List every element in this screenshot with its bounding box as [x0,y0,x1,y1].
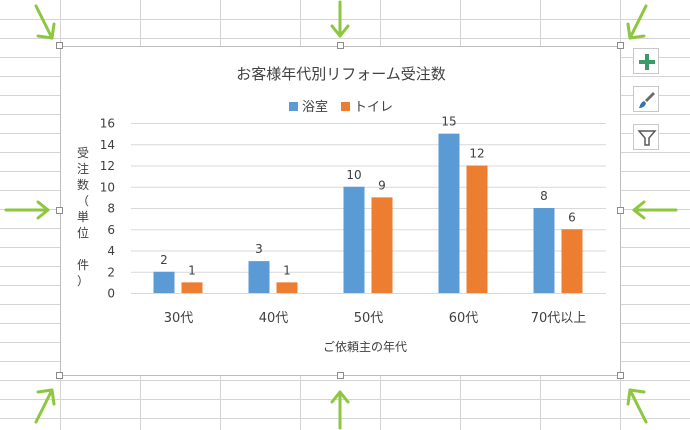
bar-浴室-30代[interactable] [153,271,175,293]
data-label[interactable]: 8 [540,189,548,203]
x-tick-label: 70代以上 [531,311,587,326]
data-label[interactable]: 1 [188,263,196,277]
bar-浴室-60代[interactable] [438,133,460,293]
chart-elements-button[interactable] [633,48,659,74]
data-label[interactable]: 9 [378,178,386,192]
y-axis-title-char: 注 [77,161,89,176]
y-tick-label: 2 [107,265,115,279]
data-label[interactable]: 3 [255,242,263,256]
resize-handle-left[interactable] [56,207,63,214]
bar-トイレ-50代[interactable] [371,197,393,293]
legend-swatch [289,102,298,111]
data-label[interactable]: 10 [346,168,361,182]
x-tick-label: 30代 [164,311,194,326]
gridlines [131,123,606,294]
bar-トイレ-70代以上[interactable] [561,229,583,293]
y-tick-label: 6 [107,223,115,237]
x-axis-title[interactable]: ご依頼主の年代 [323,339,407,354]
bar-トイレ-40代[interactable] [276,282,298,293]
plot-area[interactable]: 2 3 10 15 8 1 1 9 12 6 [153,115,583,294]
y-axis-title-char: （ [77,194,89,208]
data-label[interactable]: 1 [283,263,291,277]
x-tick-label: 40代 [259,311,289,326]
chart-title[interactable]: お客様年代別リフォーム受注数 [236,65,446,83]
x-axis-tick-labels[interactable]: 30代 40代 50代 60代 70代以上 [164,311,587,326]
legend-entry[interactable]: 浴室 [302,99,328,115]
legend-entry[interactable]: トイレ [354,100,393,115]
y-axis-title[interactable]: 受注数 （ 単位 件 ） [77,146,89,288]
legend-swatch [341,102,350,111]
chart-filters-button[interactable] [633,124,659,150]
bar-浴室-70代以上[interactable] [533,208,555,293]
resize-handle-right[interactable] [617,207,624,214]
y-tick-label: 12 [100,159,115,173]
resize-handle-top[interactable] [337,42,344,49]
y-axis-title-char: 受 [77,146,89,160]
data-label[interactable]: 12 [469,147,484,161]
legend[interactable]: 浴室 トイレ [289,99,393,115]
x-tick-label: 60代 [449,311,479,326]
y-tick-label: 0 [107,287,115,301]
y-axis-title-char: 位 [77,225,89,240]
y-tick-label: 16 [100,117,115,131]
resize-handle-top-left[interactable] [56,42,63,49]
resize-handle-top-right[interactable] [617,42,624,49]
x-tick-label: 50代 [354,311,384,326]
resize-handle-bottom[interactable] [337,372,344,379]
bar-浴室-40代[interactable] [248,261,270,293]
data-label[interactable]: 6 [568,210,576,224]
data-label[interactable]: 15 [441,115,456,129]
y-axis-title-char: 数 [77,177,89,192]
y-axis-title-char: 単 [77,210,89,224]
plus-icon [639,54,655,70]
y-axis-title-char [77,242,89,256]
y-tick-label: 4 [107,244,115,258]
data-label[interactable]: 2 [160,253,168,267]
y-tick-label: 8 [107,202,115,216]
bar-浴室-50代[interactable] [343,186,365,293]
y-axis-title-char: 件 [77,258,89,272]
resize-handle-bottom-left[interactable] [56,372,63,379]
chart-styles-button[interactable] [633,86,659,112]
filter-icon [637,130,657,146]
chart-area[interactable]: お客様年代別リフォーム受注数 浴室 トイレ 0 2 4 6 8 10 12 14 16 2 3 10 1… [60,46,621,376]
bar-トイレ-30代[interactable] [181,282,203,293]
bar-トイレ-60代[interactable] [466,165,488,294]
y-axis-tick-labels[interactable]: 0 2 4 6 8 10 12 14 16 [100,117,115,301]
resize-handle-bottom-right[interactable] [617,372,624,379]
y-axis-title-char: ） [77,274,89,288]
y-tick-label: 10 [100,180,115,194]
y-tick-label: 14 [100,138,115,152]
paintbrush-icon [639,92,655,108]
